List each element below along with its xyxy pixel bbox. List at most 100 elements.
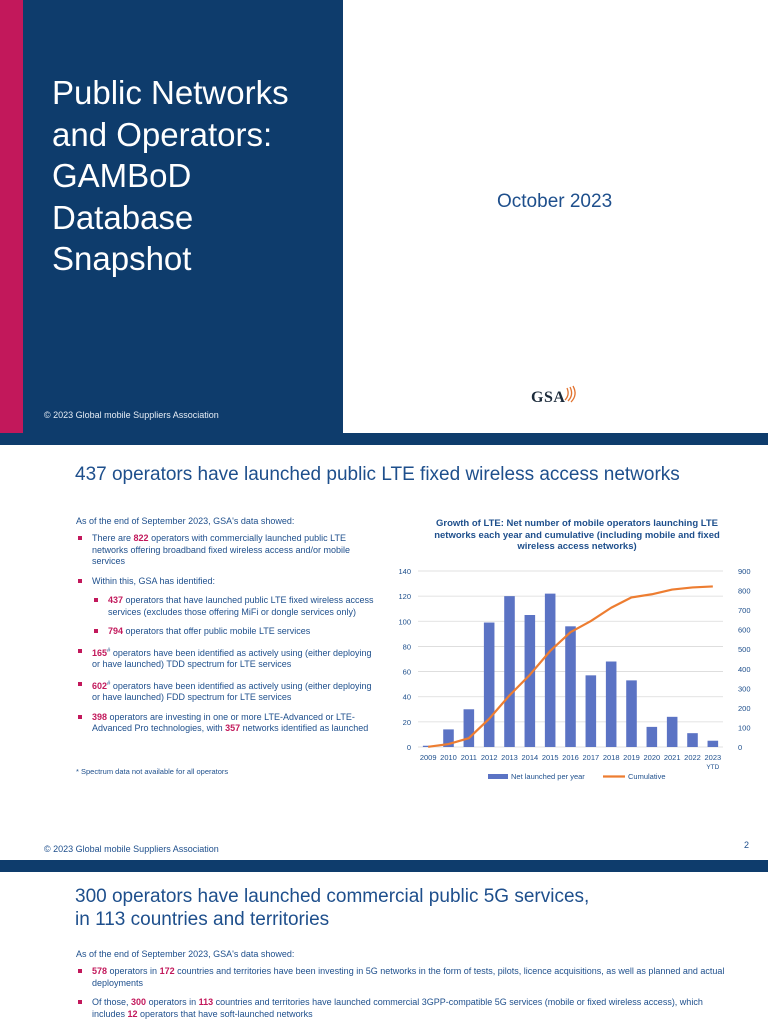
stat-number: 578 xyxy=(92,966,108,976)
intro-text: As of the end of September 2023, GSA's d… xyxy=(76,949,295,959)
bar-series xyxy=(422,593,719,747)
stat-number: 822 xyxy=(133,533,149,543)
lte-growth-chart: 0 20 40 60 80 100 120 140 0 100 200 300 400 500 600 700… xyxy=(398,567,751,781)
stat-number: 172 xyxy=(159,966,175,976)
chart-legend: Net launched per year Cumulative xyxy=(488,772,666,781)
bar xyxy=(565,626,576,747)
5g-stats-list: 578 operators in 172 countries and terri… xyxy=(76,966,736,1024)
stat-number: 113 xyxy=(198,997,214,1007)
stat-number: 437 xyxy=(108,595,124,605)
y-right-tick-label: 0 xyxy=(738,743,742,752)
signal-arcs-icon xyxy=(564,385,576,403)
slide-title: 300 operators have launched commercial p… xyxy=(75,885,589,931)
text: There are xyxy=(92,533,134,543)
5g-slide: 300 operators have launched commercial p… xyxy=(0,872,768,1024)
footer-copyright: © 2023 Global mobile Suppliers Associati… xyxy=(44,844,219,854)
accent-bar xyxy=(0,0,23,433)
y-left-tick-label: 60 xyxy=(403,668,411,677)
y-right-tick-label: 700 xyxy=(738,606,751,615)
y-left-tick-label: 140 xyxy=(398,567,411,576)
list-item: 165# operators have been identified as a… xyxy=(76,646,380,671)
line-series xyxy=(428,585,713,748)
text: operators that have launched public LTE … xyxy=(108,595,374,617)
bar xyxy=(524,615,536,747)
y-left-tick-label: 0 xyxy=(407,743,411,752)
legend-label: Cumulative xyxy=(628,772,666,781)
y-left-tick-label: 120 xyxy=(398,592,411,601)
text: operators have been identified as active… xyxy=(92,647,372,670)
list-item: 602# operators have been identified as a… xyxy=(76,679,380,704)
bar xyxy=(585,675,597,747)
slide-gap xyxy=(0,860,768,872)
footnote: * Spectrum data not available for all op… xyxy=(76,767,229,776)
text: networks identified as launched xyxy=(240,723,369,733)
slide-title: 437 operators have launched public LTE f… xyxy=(75,464,680,485)
stat-number: 165 xyxy=(92,647,108,658)
bar xyxy=(463,709,475,747)
x-tick-label: 2013 xyxy=(501,753,518,762)
bar xyxy=(483,622,495,747)
slide-gap xyxy=(0,433,768,445)
bar xyxy=(605,661,617,747)
stat-number: 794 xyxy=(108,626,124,636)
cover-title: Public Networks and Operators: GAMBoD Da… xyxy=(52,74,289,277)
lte-stats-list: There are 822 operators with commerciall… xyxy=(76,533,380,743)
x-tick-label: 2017 xyxy=(582,753,599,762)
bar xyxy=(504,596,515,747)
text: operators that offer public mobile LTE s… xyxy=(123,626,311,636)
list-item: Of those, 300 operators in 113 countries… xyxy=(76,997,736,1020)
stat-number: 602 xyxy=(92,680,108,691)
legend-swatch-bars xyxy=(488,774,508,779)
bar xyxy=(646,726,658,747)
cover-slide: Public Networks and Operators: GAMBoD Da… xyxy=(0,0,768,433)
bar xyxy=(666,716,678,747)
cover-copyright: © 2023 Global mobile Suppliers Associati… xyxy=(44,410,219,420)
gsa-logo: GSA xyxy=(531,385,576,407)
x-tick-label: 2011 xyxy=(461,753,477,762)
intro-text: As of the end of September 2023, GSA's d… xyxy=(76,516,295,526)
text: operators are investing in one or more L… xyxy=(92,711,355,734)
x-tick-label: 2009 xyxy=(420,753,437,762)
text: operators with commercially launched pub… xyxy=(92,533,350,566)
list-item: 578 operators in 172 countries and terri… xyxy=(76,966,736,989)
x-tick-label: 2012 xyxy=(481,753,498,762)
y-left-tick-label: 80 xyxy=(403,642,411,651)
y-left-tick-label: 20 xyxy=(403,718,411,727)
x-tick-label: 2019 xyxy=(623,753,640,762)
gsa-logo-text: GSA xyxy=(531,389,566,406)
y-right-tick-label: 100 xyxy=(738,723,751,732)
footnote-marker: # xyxy=(107,647,111,654)
bar xyxy=(544,593,556,747)
title-line: 300 operators have launched commercial p… xyxy=(75,886,590,907)
text: operators that have soft-launched networ… xyxy=(137,1008,313,1019)
text: Of those, xyxy=(92,997,132,1007)
text: operators have been identified as active… xyxy=(92,680,372,703)
bar xyxy=(626,680,637,747)
cover-date: October 2023 xyxy=(497,191,613,212)
text: Within this, GSA has identified: xyxy=(92,575,216,586)
stat-number: 12 xyxy=(127,1008,138,1019)
x-tick-label: 2023 xyxy=(704,753,721,762)
y-left-tick-label: 40 xyxy=(403,693,411,702)
stat-number: 300 xyxy=(131,997,147,1007)
list-item: 398 operators are investing in one or mo… xyxy=(76,712,380,735)
x-tick-label: 2016 xyxy=(562,753,579,762)
lte-fwa-slide: 437 operators have launched public LTE f… xyxy=(0,445,768,860)
text: countries and territories have been inve… xyxy=(92,966,725,988)
text: countries and territories have launched … xyxy=(92,997,703,1019)
x-tick-label: 2014 xyxy=(521,753,538,762)
y-right-tick-label: 600 xyxy=(738,626,751,635)
x-tick-label: 2022 xyxy=(684,753,701,762)
x-tick-label: 2015 xyxy=(542,753,559,762)
cumulative-line xyxy=(428,585,713,748)
text: operators in xyxy=(107,966,160,976)
x-tick-label: 2021 xyxy=(664,753,681,762)
y-right-tick-label: 400 xyxy=(738,665,751,674)
x-tick-label: 2018 xyxy=(603,753,620,762)
list-item: Within this, GSA has identified: xyxy=(76,576,380,588)
page-number: 2 xyxy=(744,840,750,850)
bar xyxy=(707,740,719,747)
title-panel xyxy=(23,0,343,433)
x-tick-label: 2010 xyxy=(440,753,457,762)
y-left-tick-label: 100 xyxy=(398,617,411,626)
